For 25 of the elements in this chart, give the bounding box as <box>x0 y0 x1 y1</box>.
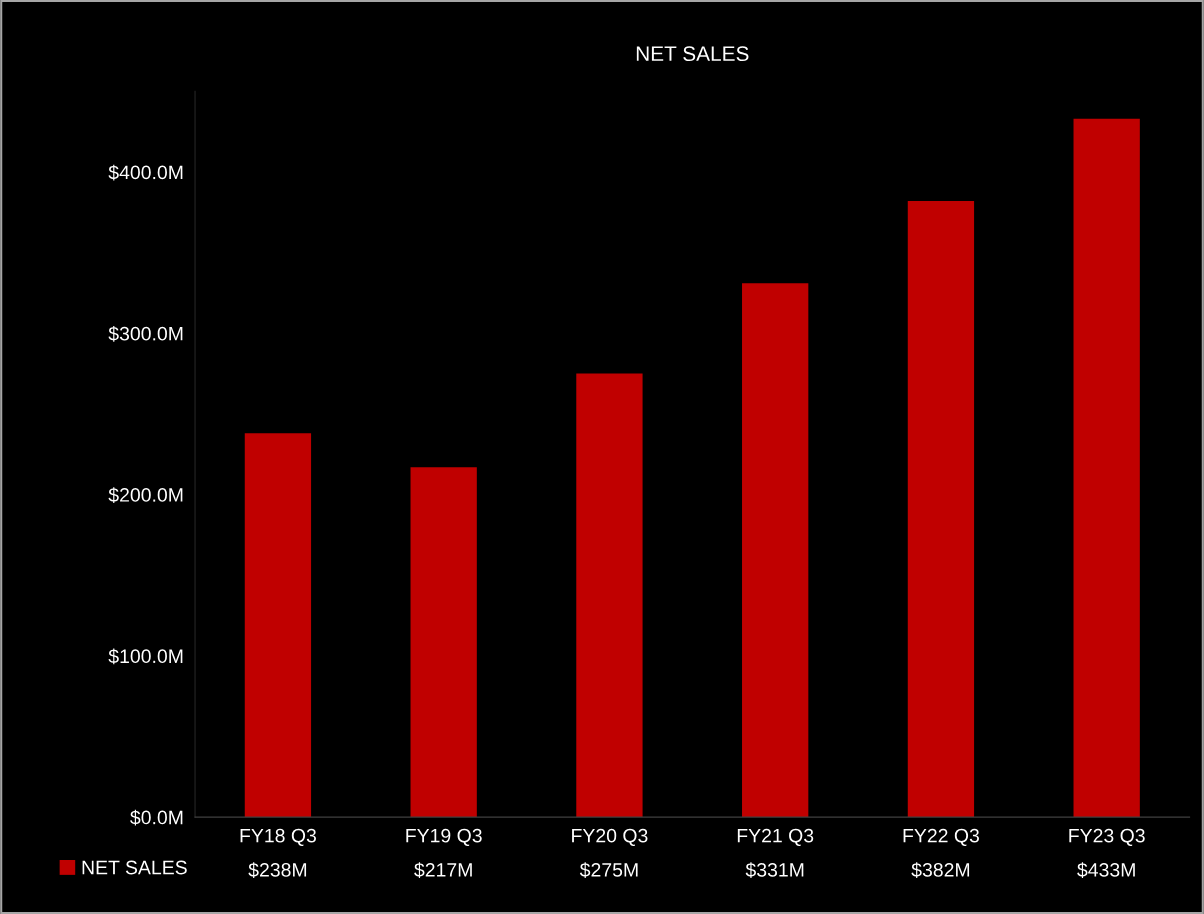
data-label: $382M <box>911 862 970 878</box>
x-tick-label: FY19 Q3 <box>406 828 482 846</box>
data-label: $275M <box>579 862 638 878</box>
bar <box>742 283 809 818</box>
legend-label: NET SALES <box>82 860 187 875</box>
bar <box>410 467 477 818</box>
bar <box>244 433 312 818</box>
y-tick-label: $300.0M <box>108 325 183 342</box>
data-label: $331M <box>745 862 804 878</box>
x-tick-label: FY22 Q3 <box>903 828 979 846</box>
data-label: $433M <box>1077 862 1135 878</box>
y-tick-label: $100.0M <box>108 648 183 665</box>
bar <box>576 373 643 818</box>
x-tick-label: FY18 Q3 <box>240 828 316 846</box>
y-tick-label: $200.0M <box>108 487 183 503</box>
x-tick-label: FY21 Q3 <box>737 828 814 846</box>
data-label: $217M <box>414 862 472 878</box>
data-label: $238M <box>248 862 307 878</box>
y-tick-label: $400.0M <box>108 164 183 181</box>
y-tick-label: $0.0M <box>130 809 183 826</box>
x-tick-label: FY20 Q3 <box>572 828 648 846</box>
chart-title: NET SALES <box>636 46 749 62</box>
x-tick-label: FY23 Q3 <box>1069 828 1145 846</box>
bar <box>907 201 975 818</box>
bar <box>1073 118 1140 818</box>
